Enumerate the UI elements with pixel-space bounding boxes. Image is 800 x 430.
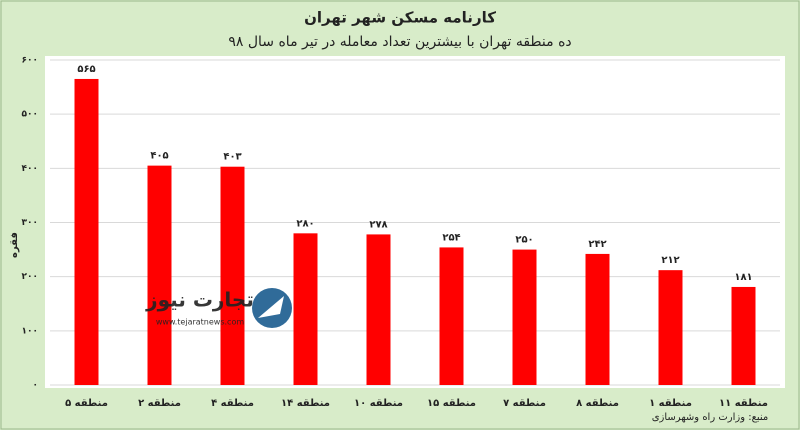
x-tick-label: منطقه ۴ (211, 398, 254, 409)
y-tick-label: ۳۰۰ (22, 218, 38, 228)
x-tick-label: منطقه ۱۱ (719, 398, 768, 409)
watermark-url: www.tejaratnews.com (156, 318, 244, 327)
bar (512, 249, 537, 385)
chart-subtitle: ده منطقه تهران با بیشترین تعداد معامله د… (228, 34, 571, 50)
value-label: ۲۴۲ (588, 239, 606, 250)
value-label: ۲۸۰ (296, 218, 314, 229)
bar (366, 234, 391, 385)
bar (147, 165, 172, 385)
x-tick-label: منطقه ۷ (503, 398, 546, 409)
watermark: تجارت نیوز www.tejaratnews.com (145, 288, 292, 328)
value-label: ۲۵۴ (442, 232, 460, 243)
y-tick-label: ۲۰۰ (22, 272, 38, 282)
x-tick-label: منطقه ۵ (65, 398, 108, 409)
bar (74, 78, 99, 385)
x-tick-label: منطقه ۲ (138, 398, 181, 409)
y-tick-label: ۴۰۰ (22, 164, 38, 174)
bar (293, 233, 318, 385)
bar (585, 253, 610, 385)
value-label: ۲۷۸ (369, 219, 387, 230)
value-label: ۲۵۰ (515, 235, 533, 246)
y-tick-label: ۰ (33, 381, 39, 391)
y-tick-label: ۱۰۰ (22, 326, 38, 336)
y-tick-label: ۶۰۰ (22, 56, 38, 66)
watermark-arrow (258, 296, 284, 318)
bar (220, 166, 245, 385)
x-tick-label: منطقه ۱۰ (354, 398, 403, 409)
value-label: ۴۰۵ (150, 151, 168, 162)
x-tick-label: منطقه ۱ (649, 398, 692, 409)
bar (439, 247, 464, 385)
y-tick-label: ۵۰۰ (22, 110, 38, 120)
bar (731, 286, 756, 385)
watermark-name: تجارت نیوز (145, 288, 254, 312)
x-tick-label: منطقه ۸ (576, 398, 619, 409)
value-label: ۱۸۱ (734, 272, 752, 283)
x-tick-label: منطقه ۱۴ (281, 398, 330, 409)
source: منبع: وزارت راه وشهرسازی (652, 412, 769, 423)
value-label: ۵۶۵ (77, 64, 95, 75)
y-axis-label: فقره (9, 232, 20, 258)
chart-title: کارنامه مسکن شهر تهران (304, 9, 496, 27)
value-label: ۴۰۳ (223, 152, 241, 163)
value-label: ۲۱۲ (661, 255, 679, 266)
bar (658, 270, 683, 385)
x-tick-label: منطقه ۱۵ (427, 398, 476, 409)
